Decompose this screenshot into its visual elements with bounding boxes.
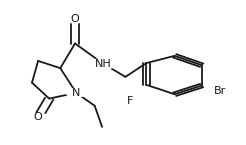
Text: O: O [34, 113, 43, 122]
Ellipse shape [28, 113, 48, 122]
Text: NH: NH [95, 59, 112, 69]
Ellipse shape [65, 15, 85, 23]
Ellipse shape [122, 97, 138, 104]
Ellipse shape [207, 85, 234, 96]
Ellipse shape [90, 59, 116, 69]
Text: Br: Br [214, 86, 226, 96]
Text: N: N [72, 88, 80, 98]
Ellipse shape [66, 89, 87, 97]
Text: O: O [71, 14, 79, 24]
Text: F: F [127, 96, 134, 106]
